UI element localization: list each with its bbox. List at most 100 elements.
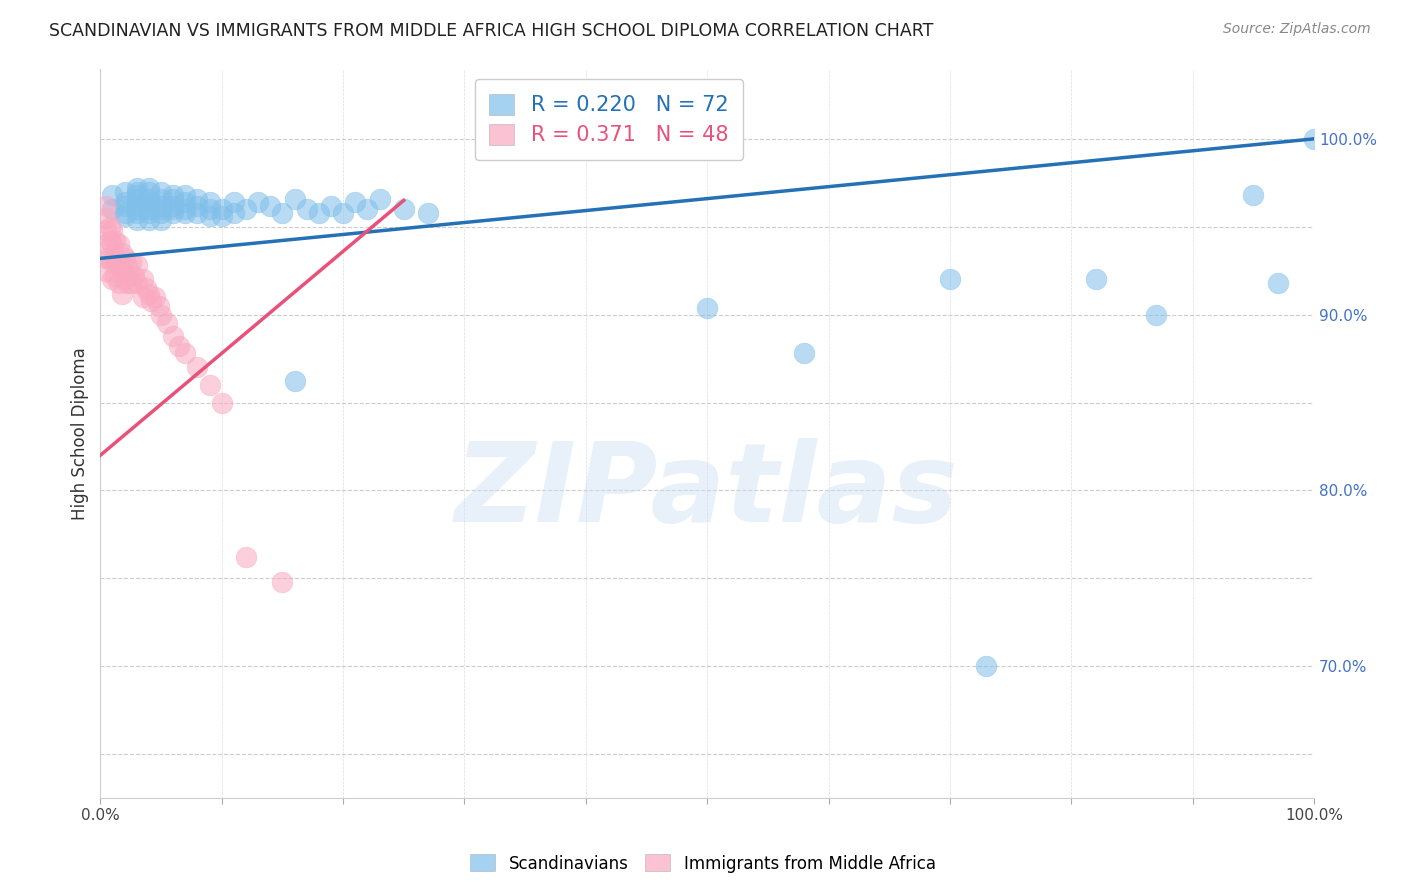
Point (150, 205, 173, 219)
Point (114, 252, 136, 266)
Point (114, 209, 136, 223)
Point (356, 202, 378, 216)
Point (186, 360, 208, 375)
Point (101, 255, 124, 269)
Point (939, 272, 962, 286)
Point (1241, 188, 1264, 202)
Point (271, 574, 294, 589)
Point (114, 199, 136, 213)
Point (174, 188, 197, 202)
Point (222, 205, 245, 219)
Point (120, 255, 142, 269)
Point (98, 234, 121, 248)
Point (138, 192, 160, 206)
Point (120, 276, 142, 290)
Point (319, 199, 342, 213)
Point (198, 378, 221, 392)
Point (125, 181, 148, 195)
Point (96, 237, 118, 252)
Point (186, 192, 208, 206)
Point (259, 199, 281, 213)
Legend: Scandinavians, Immigrants from Middle Africa: Scandinavians, Immigrants from Middle Af… (464, 847, 942, 880)
Point (222, 195, 245, 210)
Point (141, 293, 163, 308)
Point (162, 205, 184, 219)
Point (696, 301, 718, 315)
Point (162, 202, 184, 216)
Point (114, 185, 136, 199)
Point (107, 237, 129, 252)
Point (392, 202, 415, 216)
Point (98, 219, 121, 234)
Point (235, 550, 257, 565)
Point (125, 185, 148, 199)
Point (162, 192, 184, 206)
Point (150, 192, 173, 206)
Point (150, 202, 173, 216)
Point (1144, 308, 1167, 322)
Point (283, 192, 305, 206)
Point (125, 259, 148, 273)
Point (101, 188, 124, 202)
Point (132, 290, 155, 304)
Point (162, 188, 184, 202)
Point (115, 259, 138, 273)
Point (162, 199, 184, 213)
Point (295, 202, 318, 216)
Point (125, 276, 148, 290)
Point (1267, 276, 1289, 290)
Point (111, 286, 134, 301)
Y-axis label: High School Diploma: High School Diploma (72, 347, 89, 520)
Point (211, 202, 233, 216)
Point (114, 195, 136, 210)
Point (198, 195, 221, 210)
Point (174, 346, 197, 360)
Point (96, 252, 118, 266)
Text: SCANDINAVIAN VS IMMIGRANTS FROM MIDDLE AFRICA HIGH SCHOOL DIPLOMA CORRELATION CH: SCANDINAVIAN VS IMMIGRANTS FROM MIDDLE A… (49, 22, 934, 40)
Point (104, 268, 127, 283)
Legend: R = 0.220   N = 72, R = 0.371   N = 48: R = 0.220 N = 72, R = 0.371 N = 48 (475, 78, 744, 160)
Point (114, 272, 136, 286)
Point (198, 202, 221, 216)
Point (98, 252, 121, 266)
Point (148, 299, 170, 313)
Text: ZIPatlas: ZIPatlas (456, 438, 959, 545)
Point (138, 286, 160, 301)
Point (247, 195, 270, 210)
Point (138, 181, 160, 195)
Point (138, 185, 160, 199)
Point (96, 223, 118, 237)
Point (793, 346, 815, 360)
Point (976, 659, 998, 673)
Point (1084, 272, 1107, 286)
Point (104, 252, 127, 266)
Point (132, 272, 155, 286)
Point (150, 308, 173, 322)
Point (96, 199, 118, 213)
Point (104, 234, 127, 248)
Point (150, 199, 173, 213)
Point (124, 268, 146, 283)
Point (125, 205, 148, 219)
Point (1303, 132, 1326, 146)
Point (211, 209, 233, 223)
Point (138, 205, 160, 219)
Point (107, 276, 129, 290)
Point (344, 195, 367, 210)
Point (143, 290, 166, 304)
Point (174, 205, 197, 219)
Point (186, 205, 208, 219)
Point (162, 328, 184, 343)
Point (96, 263, 118, 277)
Point (186, 199, 208, 213)
Point (138, 212, 160, 227)
Point (125, 212, 148, 227)
Point (111, 263, 134, 277)
Point (125, 192, 148, 206)
Point (368, 192, 391, 206)
Point (107, 259, 129, 273)
Point (138, 195, 160, 210)
Point (114, 205, 136, 219)
Point (150, 212, 173, 227)
Point (235, 202, 257, 216)
